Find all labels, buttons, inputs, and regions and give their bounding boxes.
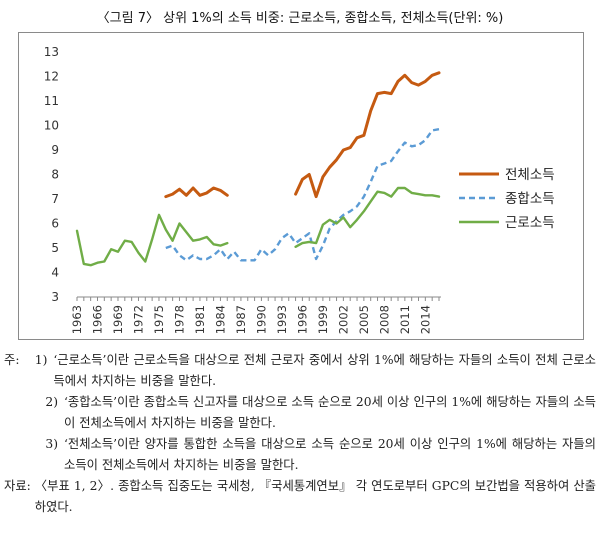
series-line-3 bbox=[294, 186, 441, 249]
x-tick-label: 1993 bbox=[275, 305, 289, 334]
footnote-text: ‘전체소득’이란 양자를 통합한 소득을 대상으로 소득 순으로 20세 이상 … bbox=[64, 437, 596, 472]
x-tick-label: 2014 bbox=[418, 305, 432, 334]
series-line-1 bbox=[294, 71, 441, 199]
source-text: 〈부표 1, 2〉. 종합소득 집중도는 국세청, 『국세통계연보』 각 연도로… bbox=[34, 479, 596, 514]
x-tick-label: 1984 bbox=[213, 305, 227, 334]
x-tick-label: 1996 bbox=[295, 305, 309, 334]
y-tick-label: 12 bbox=[44, 70, 59, 84]
y-tick-label: 11 bbox=[44, 94, 59, 108]
footnote-number: 2) bbox=[45, 395, 58, 409]
series-line-2 bbox=[165, 128, 440, 262]
x-tick-label: 1990 bbox=[254, 305, 268, 334]
x-tick-label: 1978 bbox=[172, 305, 186, 334]
y-tick-label: 8 bbox=[51, 168, 59, 182]
footnote-2: 2) ‘종합소득’이란 종합소득 신고자를 대상으로 소득 순으로 20세 이상… bbox=[4, 392, 596, 434]
footnote-text: ‘근로소득’이란 근로소득을 대상으로 전체 근로자 중에서 상위 1%에 해당… bbox=[53, 353, 596, 388]
x-tick-label: 2002 bbox=[336, 305, 350, 334]
y-tick-label: 13 bbox=[44, 45, 59, 59]
footnote-head bbox=[12, 434, 34, 476]
y-tick-label: 10 bbox=[44, 119, 59, 133]
series-line-3 bbox=[75, 213, 229, 267]
source-head: 자료: bbox=[4, 479, 35, 493]
chart-frame: 3 4 5 6 7 8 9 10 11 12 13 1963 1966 1969 1972 1975 1978 1… bbox=[18, 32, 584, 340]
x-tick-label: 1966 bbox=[90, 305, 104, 334]
y-tick-label: 5 bbox=[51, 241, 59, 255]
x-tick-label: 2011 bbox=[398, 305, 412, 334]
x-tick-label: 2008 bbox=[377, 305, 391, 334]
series-line-1 bbox=[164, 186, 229, 199]
footnote-number: 1) bbox=[34, 353, 48, 367]
footnote-3: 3) ‘전체소득’이란 양자를 통합한 소득을 대상으로 소득 순으로 20세 … bbox=[4, 434, 596, 476]
footnote-head: 주: bbox=[4, 353, 24, 367]
line-chart: 3 4 5 6 7 8 9 10 11 12 13 1963 1966 1969 1972 1975 1978 1… bbox=[44, 45, 555, 334]
footnotes: 주: 1) ‘근로소득’이란 근로소득을 대상으로 전체 근로자 중에서 상위 … bbox=[4, 350, 596, 518]
legend-label: 종합소득 bbox=[505, 191, 555, 207]
y-tick-label: 3 bbox=[51, 290, 59, 304]
x-tick-label: 1972 bbox=[131, 305, 145, 334]
legend-label: 전체소득 bbox=[505, 167, 555, 183]
footnote-1: 주: 1) ‘근로소득’이란 근로소득을 대상으로 전체 근로자 중에서 상위 … bbox=[4, 350, 596, 392]
source-note: 자료: 〈부표 1, 2〉. 종합소득 집중도는 국세청, 『국세통계연보』 각… bbox=[4, 476, 596, 518]
x-tick-label: 1963 bbox=[70, 305, 84, 334]
x-tick-label: 1981 bbox=[193, 305, 207, 334]
x-tick-label: 1987 bbox=[234, 305, 248, 334]
y-tick-label: 7 bbox=[51, 192, 59, 206]
x-tick-label: 2005 bbox=[357, 305, 371, 334]
footnote-text: ‘종합소득’이란 종합소득 신고자를 대상으로 소득 순으로 20세 이상 인구… bbox=[64, 395, 596, 430]
x-tick-label: 1975 bbox=[152, 305, 166, 334]
x-tick-label: 1999 bbox=[316, 305, 330, 334]
legend-label: 근로소득 bbox=[505, 215, 555, 231]
y-tick-label: 6 bbox=[51, 217, 59, 231]
footnote-number: 3) bbox=[45, 437, 58, 451]
footnote-head bbox=[12, 392, 34, 434]
y-tick-label: 9 bbox=[51, 143, 59, 157]
y-tick-label: 4 bbox=[51, 266, 59, 280]
x-tick-label: 1969 bbox=[111, 305, 125, 334]
figure-title: 〈그림 7〉 상위 1%의 소득 비중: 근로소득, 종합소득, 전체소득(단위… bbox=[96, 11, 504, 26]
